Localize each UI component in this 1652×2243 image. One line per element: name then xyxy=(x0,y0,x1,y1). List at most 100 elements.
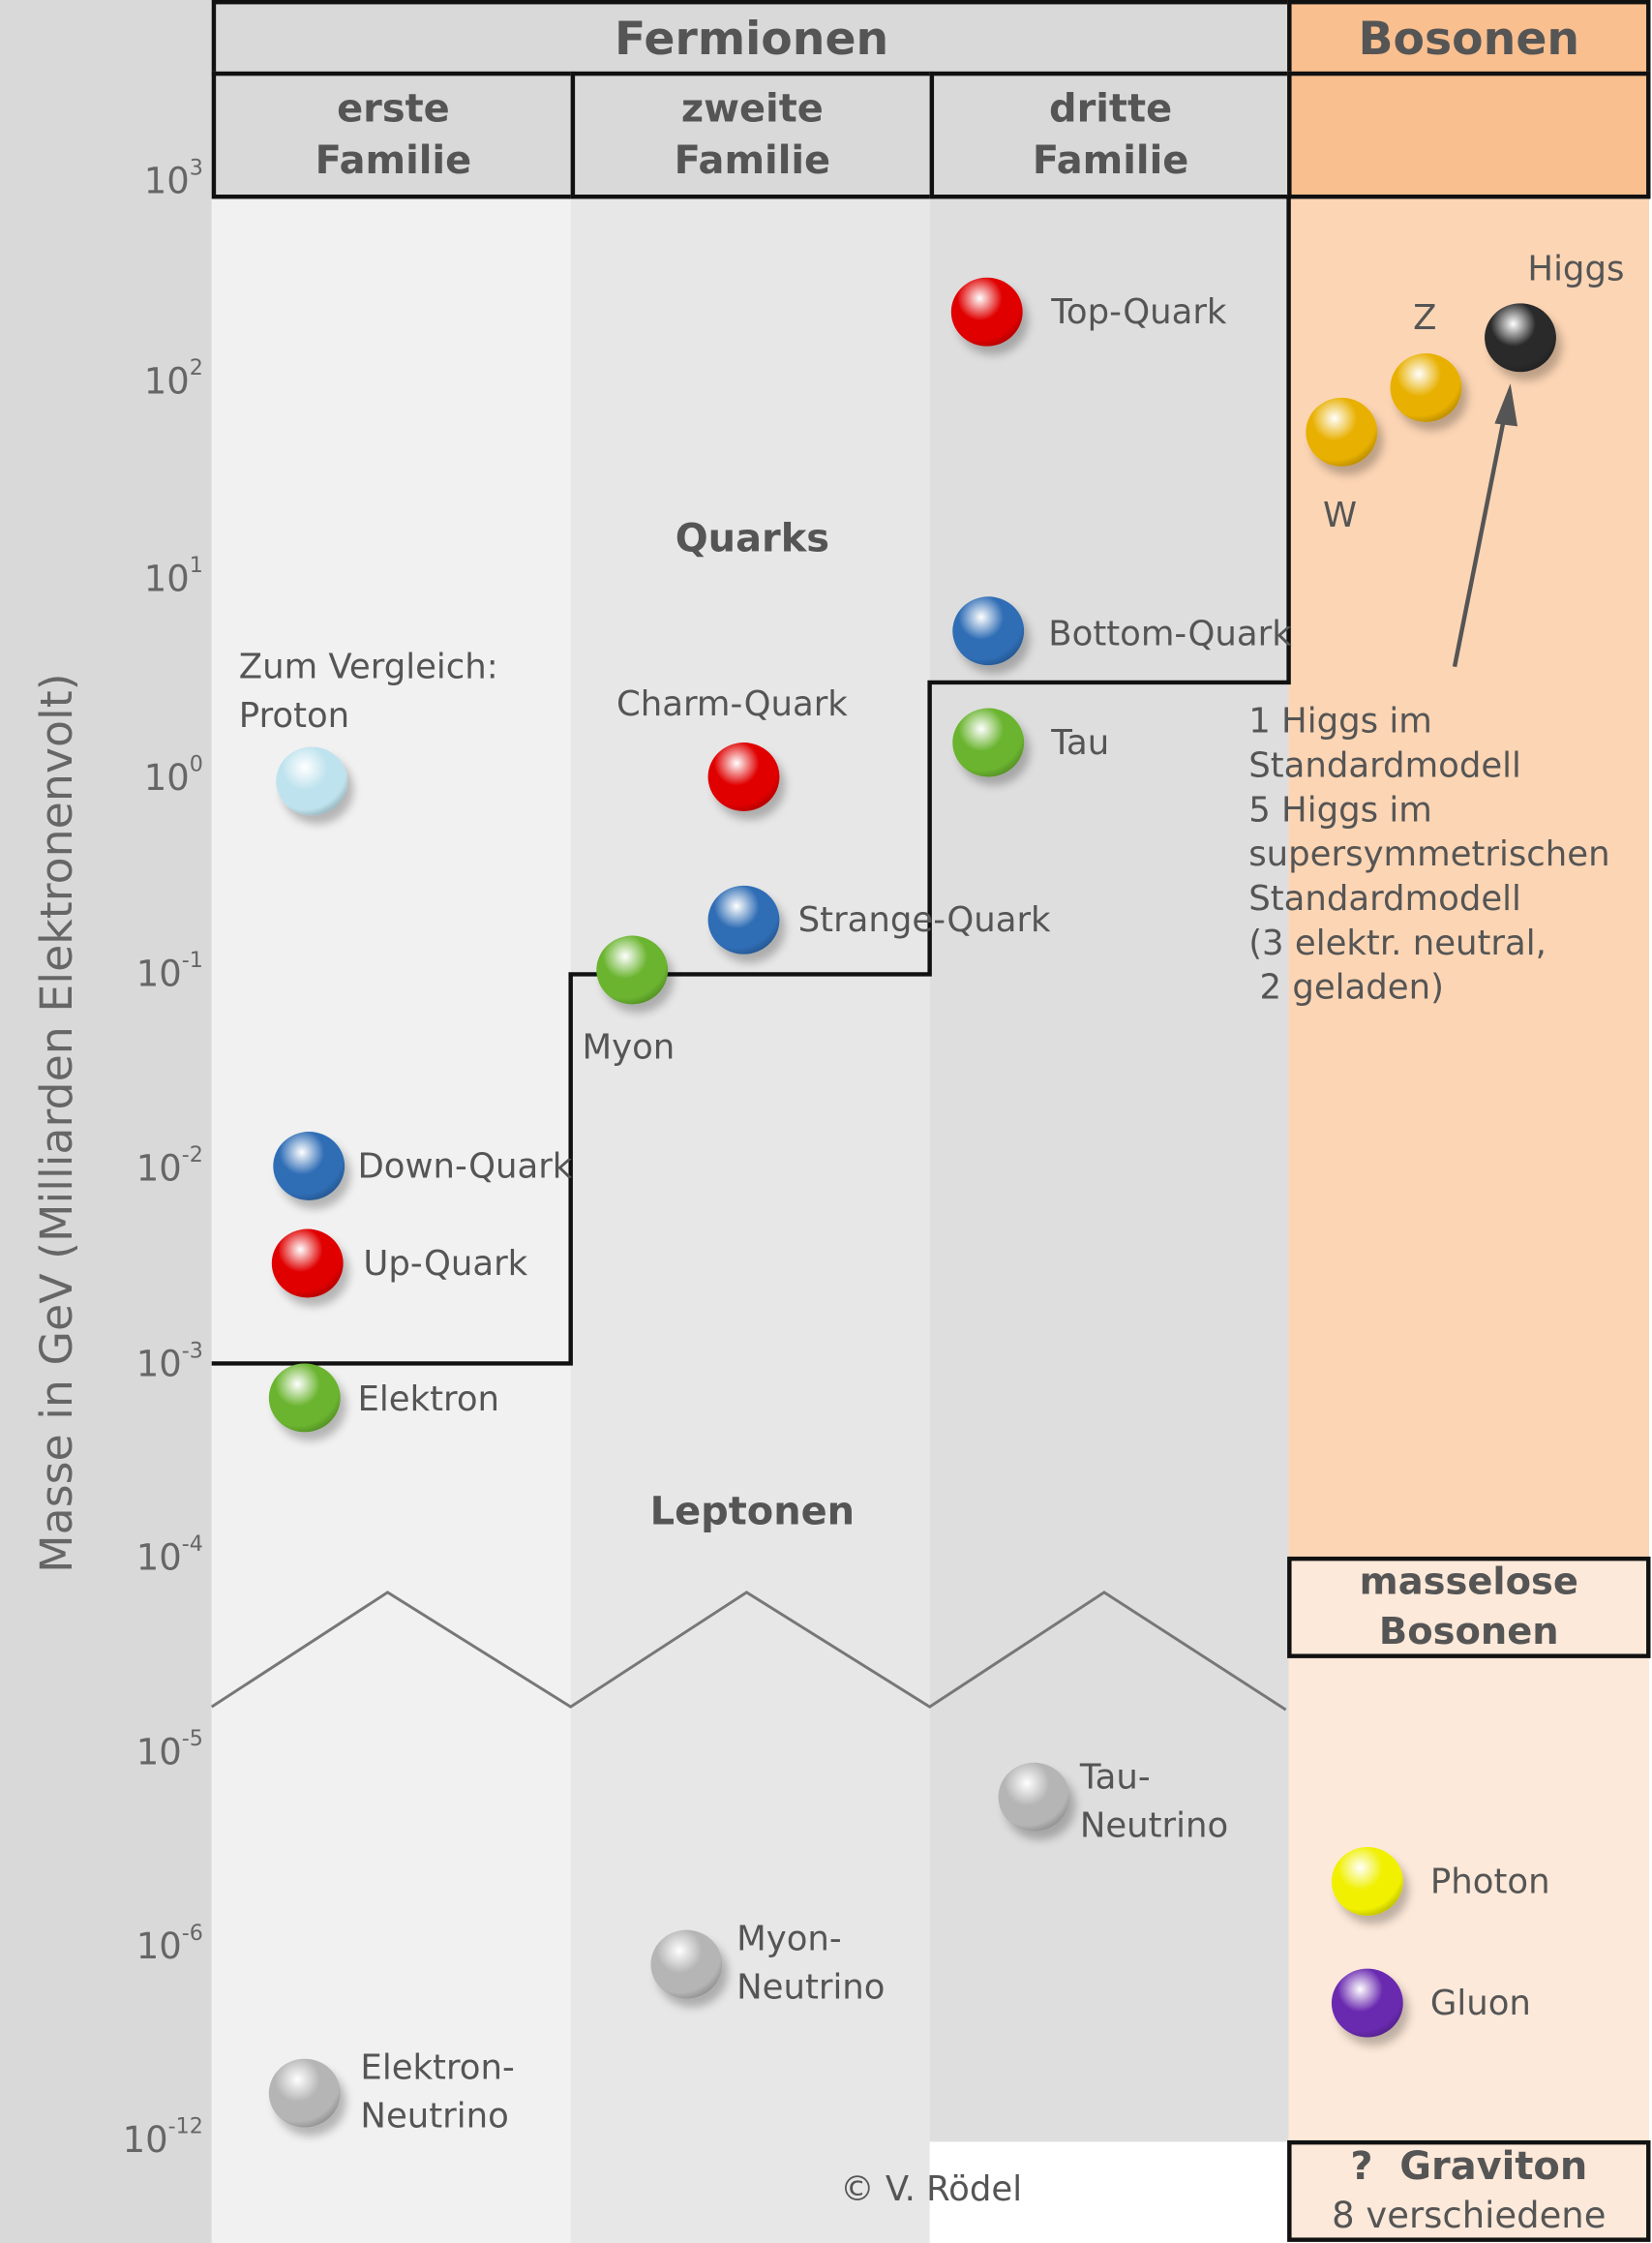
particle-label: Higgs xyxy=(1527,245,1624,293)
particle-label-line: Proton xyxy=(238,695,350,736)
particle-ball-icon xyxy=(271,1228,344,1298)
particle-ball-icon xyxy=(268,2058,341,2128)
axis-tick: 103 xyxy=(100,157,203,199)
particle-label-line: Neutrino xyxy=(360,2096,509,2137)
axis-tick: 10-12 xyxy=(100,2115,203,2161)
particle-label-line: Elektron- xyxy=(360,2046,515,2088)
tick-exponent: 0 xyxy=(189,750,203,777)
particle-ball-icon xyxy=(1485,303,1556,373)
particle-label: Down-Quark xyxy=(357,1141,572,1190)
tick-exponent: -1 xyxy=(181,947,203,973)
particle-label: Up-Quark xyxy=(363,1239,527,1288)
scale-break-zigzag xyxy=(210,1591,1287,1712)
particle-label-line: Z xyxy=(1413,297,1437,338)
particle-label-line: Gluon xyxy=(1429,1983,1531,2023)
tick-exponent: -12 xyxy=(167,2112,203,2139)
bosons-header: Bosonen xyxy=(1287,0,1651,76)
copyright: © V. Rödel xyxy=(840,2168,1023,2209)
axis-tick: 10-4 xyxy=(100,1533,203,1576)
tick-base: 10 xyxy=(143,160,190,202)
particle-label: Tau- Neutrino xyxy=(1080,1752,1228,1849)
particle-label: Photon xyxy=(1430,1857,1550,1905)
higgs-note-line: 5 Higgs im xyxy=(1248,789,1432,831)
higgs-arrow xyxy=(1452,414,1507,668)
particle-ball-icon xyxy=(273,1132,345,1200)
tick-exponent: -4 xyxy=(181,1531,203,1557)
particle-label-line: Up-Quark xyxy=(363,1243,528,1284)
particle-ball-icon xyxy=(1306,397,1378,467)
tick-base: 10 xyxy=(135,1925,182,1968)
axis-tick: 102 xyxy=(100,357,203,403)
quarks-label: Quarks xyxy=(675,517,829,562)
particle-label-line: Myon- xyxy=(736,1918,842,1959)
axis-tick: 10-5 xyxy=(100,1728,203,1773)
particle-label-line: Down-Quark xyxy=(357,1145,573,1187)
higgs-note-line: supersymmetrischen xyxy=(1248,834,1610,874)
particle-label-line: Charm-Quark xyxy=(616,683,848,724)
particle-ball-icon xyxy=(950,277,1023,347)
higgs-note-line: Standardmodell xyxy=(1248,744,1521,786)
particle-ball-icon xyxy=(707,743,780,811)
tick-base: 10 xyxy=(135,1147,182,1190)
particle-label-line: Neutrino xyxy=(736,1967,886,2008)
particle-label-line: Elektron xyxy=(357,1379,499,1420)
particle-label: Charm-Quark xyxy=(616,680,848,728)
family-header-1: erste Familie xyxy=(211,71,576,199)
particle-ball-icon xyxy=(596,935,669,1005)
particle-label: Top-Quark xyxy=(1051,288,1226,336)
particle-label-line: Bottom-Quark xyxy=(1048,614,1292,654)
tick-base: 10 xyxy=(135,953,182,995)
graviton-subtitle: 8 verschiedene xyxy=(1332,2194,1607,2236)
particle-label: Elektron xyxy=(357,1375,499,1423)
particle-label: Zum Vergleich: Proton xyxy=(239,643,498,740)
higgs-note-line: 1 Higgs im xyxy=(1248,701,1432,742)
particle-ball-icon xyxy=(276,746,348,816)
particle-label-line: W xyxy=(1323,495,1358,535)
particle-label: Myon- Neutrino xyxy=(736,1914,885,2011)
particle-ball-icon xyxy=(1331,1846,1403,1916)
family-header-2: zweite Familie xyxy=(570,71,935,199)
particle-ball-icon xyxy=(998,1762,1070,1832)
tick-exponent: 3 xyxy=(189,154,203,181)
quark-lepton-boundary xyxy=(211,196,1291,1366)
particle-label-line: Higgs xyxy=(1527,249,1625,289)
tick-base: 10 xyxy=(143,558,190,600)
boson-header-blank xyxy=(1287,71,1651,199)
particle-label-line: Strange-Quark xyxy=(797,899,1051,940)
particle-ball-icon xyxy=(1331,1968,1403,2038)
column-second-family xyxy=(570,196,930,2243)
particle-label-line: Top-Quark xyxy=(1051,291,1227,332)
axis-tick: 100 xyxy=(100,753,203,796)
particle-label: Tau xyxy=(1051,718,1109,767)
column-first-family xyxy=(211,196,571,2243)
particle-label-line: Myon xyxy=(582,1027,676,1068)
higgs-note: 1 Higgs im Standardmodell 5 Higgs im supers… xyxy=(1248,700,1609,1011)
graviton-box: ? Graviton 8 verschiedene xyxy=(1287,2139,1651,2242)
tick-base: 10 xyxy=(122,2118,168,2161)
graviton-title: ? Graviton xyxy=(1350,2143,1588,2189)
particle-ball-icon xyxy=(707,885,780,955)
particle-ball-icon xyxy=(268,1363,341,1433)
family-header-3: dritte Familie xyxy=(929,71,1292,199)
tick-base: 10 xyxy=(135,1731,182,1773)
tick-base: 10 xyxy=(135,1343,182,1385)
massless-bosons-box: masselose Bosonen xyxy=(1287,1556,1651,1658)
higgs-note-line: 2 geladen) xyxy=(1248,967,1444,1008)
particle-label: W xyxy=(1323,491,1357,539)
higgs-note-line: Standardmodell xyxy=(1248,878,1521,919)
tick-exponent: -2 xyxy=(181,1141,203,1167)
particle-label-line: Zum Vergleich: xyxy=(238,647,498,687)
particle-label: Elektron- Neutrino xyxy=(360,2043,514,2139)
axis-tick: 10-1 xyxy=(100,950,203,995)
axis-tick: 101 xyxy=(100,555,203,600)
particle-ball-icon xyxy=(650,1929,723,1999)
tick-base: 10 xyxy=(143,360,190,403)
particle-label-line: Neutrino xyxy=(1079,1805,1229,1846)
particle-label: Strange-Quark xyxy=(798,895,1051,944)
axis-tick: 10-6 xyxy=(100,1923,203,1968)
higgs-note-line: (3 elektr. neutral, xyxy=(1248,923,1547,963)
particle-label: Gluon xyxy=(1430,1979,1531,2027)
tick-exponent: 1 xyxy=(189,552,203,579)
particle-label: Myon xyxy=(583,1023,676,1072)
